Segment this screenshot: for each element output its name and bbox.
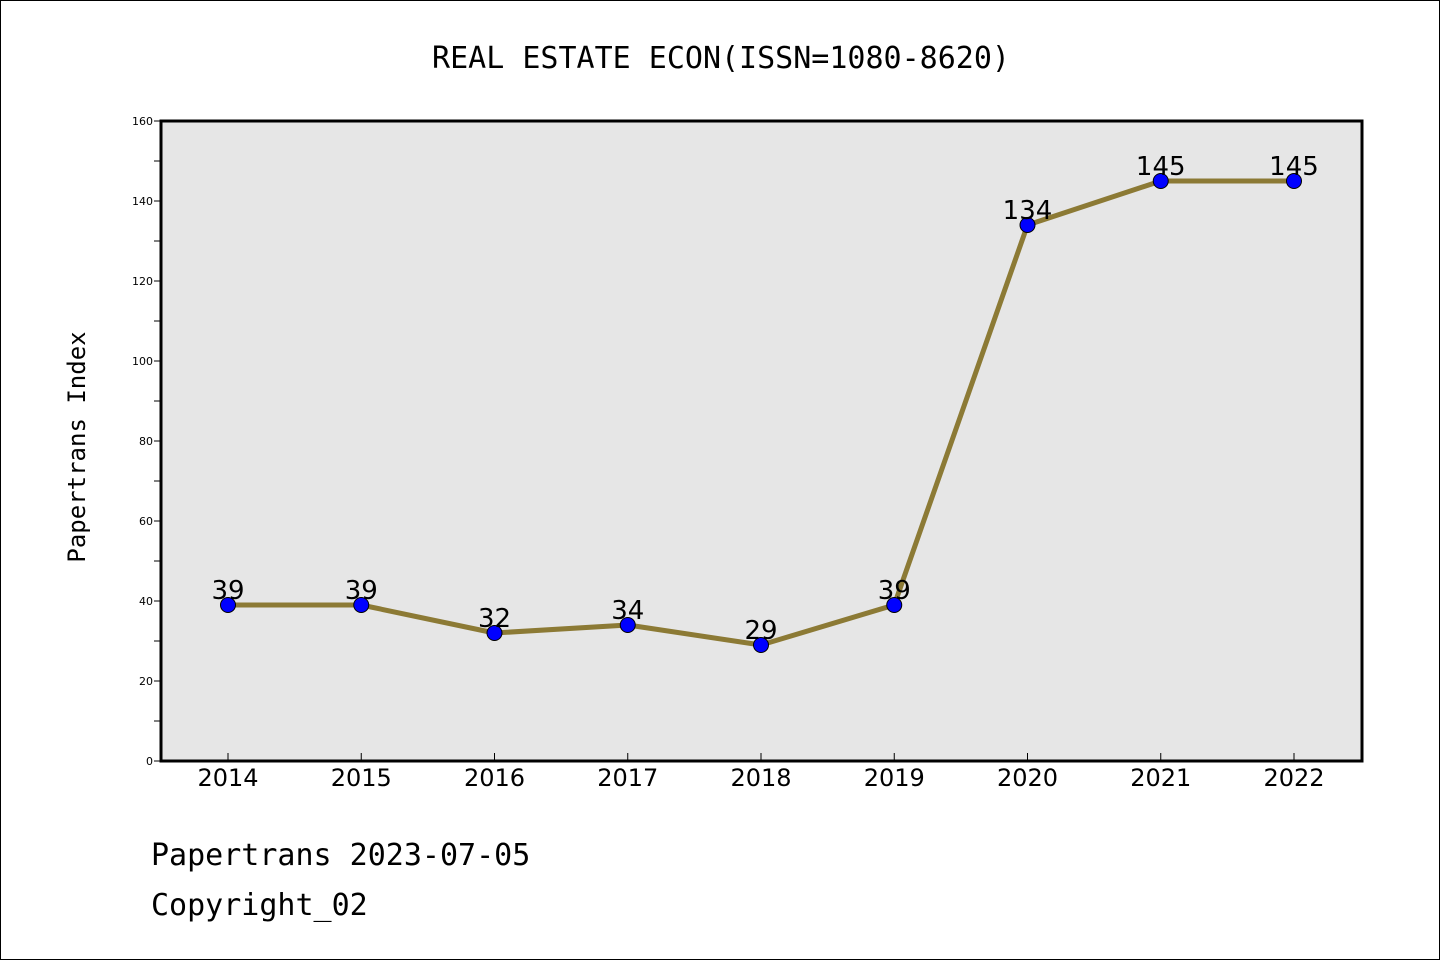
x-tick-label: 2019 [864,764,925,792]
data-point-marker [220,597,236,613]
y-tick-label: 140 [132,195,153,208]
y-tick-label: 80 [139,435,153,448]
plot-border [159,119,1364,763]
data-label: 145 [1269,152,1319,182]
data-point-marker [1286,173,1302,189]
y-tick-label: 20 [139,675,153,688]
data-point-marker [1152,173,1169,189]
y-tick-label: 120 [132,275,153,288]
data-labels: 39 39 32 34 29 39 134 145 145 [211,152,1318,646]
data-label: 39 [345,576,378,606]
y-tick-label: 60 [139,515,153,528]
x-tick-label: 2022 [1263,764,1324,792]
x-tick-label: 2016 [464,764,525,792]
data-markers [220,173,1302,653]
data-label: 39 [211,576,244,606]
plot-area [161,121,1362,761]
chart-title: REAL ESTATE ECON(ISSN=1080-8620) [432,41,1010,76]
footer-copyright: Copyright_02 [151,888,368,923]
data-point-marker [886,597,903,613]
data-label: 145 [1136,152,1186,182]
x-axis: 2014 2015 2016 2017 2018 2019 2020 2021 2022 [197,753,1325,792]
y-axis-label: Papertrans Index [63,331,91,562]
y-tick-label: 160 [132,115,153,128]
footer-date: Papertrans 2023-07-05 [151,838,530,873]
data-label: 29 [744,616,777,646]
y-tick-label: 0 [146,755,153,768]
x-tick-label: 2021 [1130,764,1191,792]
data-point-marker [1019,217,1036,233]
x-tick-label: 2017 [597,764,658,792]
x-tick-label: 2015 [331,764,392,792]
data-label: 39 [878,576,911,606]
data-point-marker [753,637,769,653]
x-tick-label: 2018 [730,764,791,792]
y-axis: 0 20 40 60 80 100 120 140 160 [132,115,161,768]
x-tick-label: 2020 [997,764,1058,792]
data-point-marker [486,625,503,641]
y-tick-label: 100 [132,355,153,368]
data-label: 32 [478,604,511,634]
data-label: 134 [1003,196,1053,226]
data-label: 34 [611,596,644,626]
data-point-marker [619,617,636,633]
data-point-marker [353,597,370,613]
x-tick-label: 2014 [197,764,258,792]
y-tick-label: 40 [139,595,153,608]
